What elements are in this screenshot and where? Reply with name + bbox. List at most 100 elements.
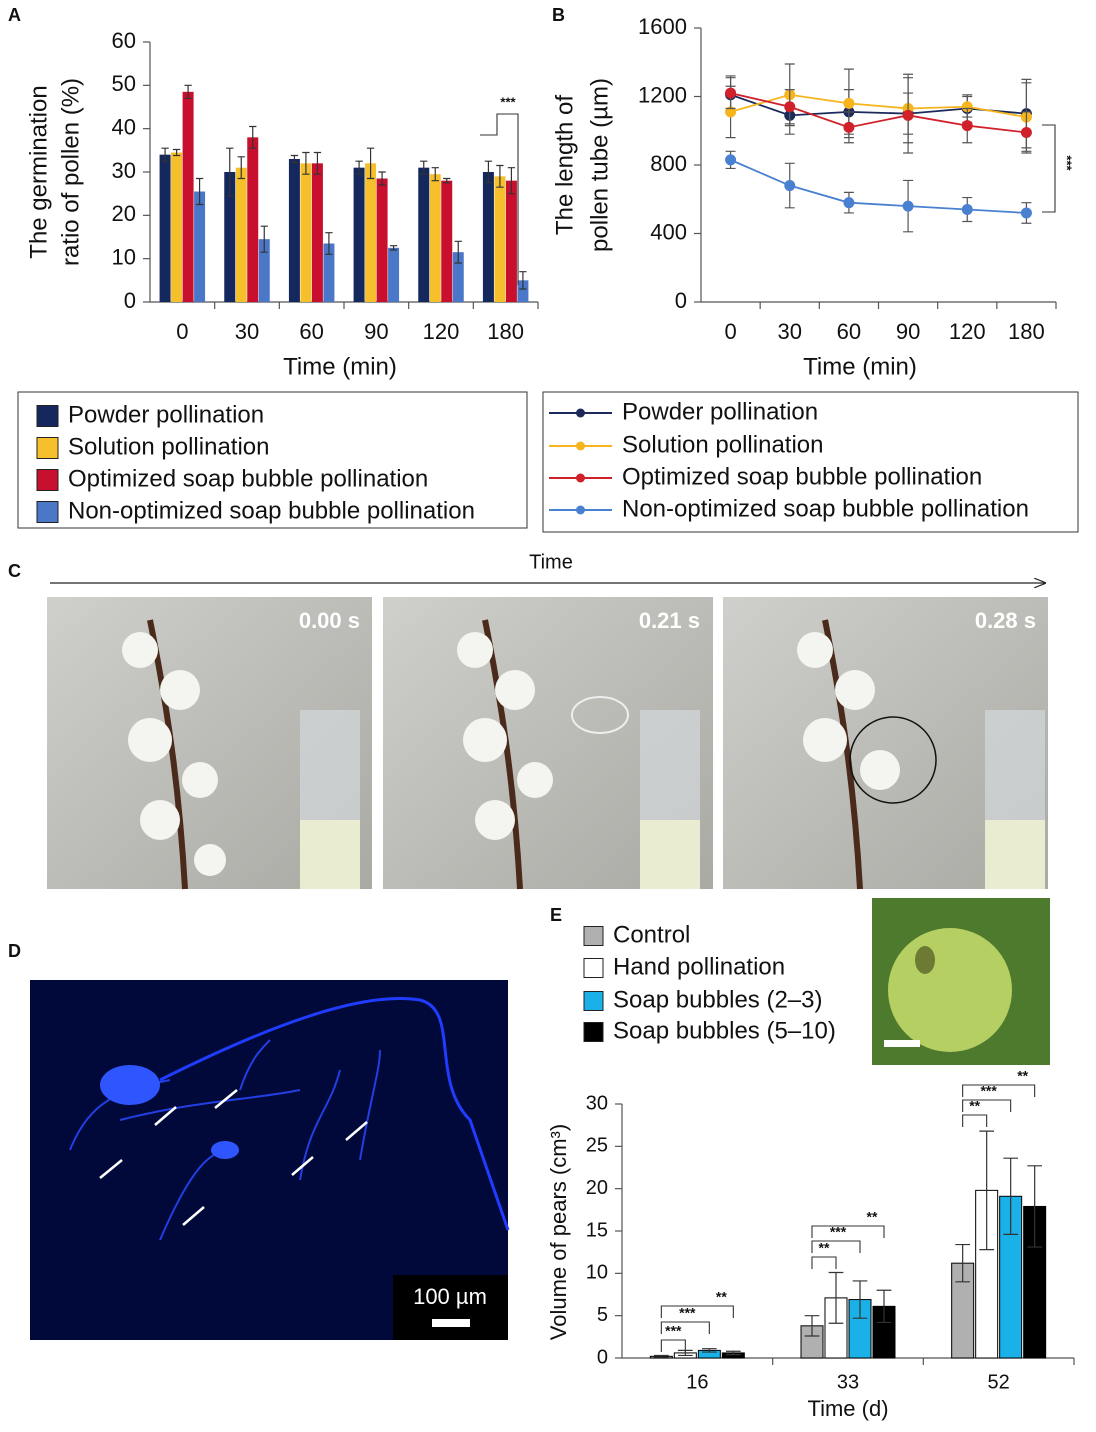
panel-label: D bbox=[8, 941, 21, 961]
y-tick-label: 20 bbox=[112, 201, 136, 226]
legend-dot bbox=[576, 505, 585, 515]
significance-bracket bbox=[811, 1256, 837, 1269]
y-axis-label: ratio of pollen (%) bbox=[57, 78, 84, 266]
x-tick-label: 180 bbox=[487, 319, 524, 344]
legend-dot bbox=[576, 408, 585, 418]
legend-label: Hand pollination bbox=[613, 953, 785, 980]
error-bar bbox=[378, 171, 386, 186]
error-bar bbox=[804, 1315, 820, 1337]
y-tick-label: 5 bbox=[597, 1304, 608, 1326]
bar bbox=[388, 247, 400, 302]
error-bar bbox=[260, 225, 268, 253]
point bbox=[961, 120, 973, 132]
x-tick-label: 0 bbox=[176, 319, 188, 344]
error-bar bbox=[302, 151, 310, 175]
significance-bracket bbox=[660, 1339, 686, 1352]
error-bar bbox=[654, 1354, 669, 1358]
panel-label: A bbox=[8, 5, 21, 25]
legend-label: Control bbox=[613, 921, 690, 948]
line bbox=[730, 92, 1027, 134]
line bbox=[730, 93, 1027, 118]
point bbox=[784, 180, 796, 192]
error-bar bbox=[955, 1243, 970, 1283]
photo: 0.00 s bbox=[47, 597, 372, 890]
bar bbox=[311, 163, 323, 302]
error-bar bbox=[443, 177, 451, 184]
y-tick-label: 0 bbox=[597, 1346, 608, 1368]
bar bbox=[365, 163, 377, 302]
x-axis-label: Time (d) bbox=[807, 1396, 888, 1421]
error-bar bbox=[454, 240, 462, 264]
point bbox=[902, 109, 914, 121]
legend-swatch bbox=[583, 958, 604, 978]
y-tick-label: 800 bbox=[650, 151, 687, 176]
bar bbox=[353, 167, 365, 302]
bar bbox=[159, 154, 171, 302]
significance-bracket bbox=[660, 1305, 734, 1318]
y-tick-label: 25 bbox=[586, 1135, 608, 1157]
error-bar bbox=[249, 125, 257, 149]
significance-bracket bbox=[660, 1321, 710, 1334]
x-tick-label: 180 bbox=[1008, 319, 1045, 344]
legend-dot bbox=[576, 441, 585, 451]
y-tick-label: 30 bbox=[112, 158, 136, 183]
legend-label: Non-optimized soap bubble pollination bbox=[622, 495, 1029, 522]
bar bbox=[418, 167, 430, 302]
y-tick-label: 40 bbox=[112, 114, 136, 139]
bar bbox=[452, 252, 464, 302]
error-bar bbox=[1027, 1165, 1042, 1248]
significance-label: ** bbox=[716, 1289, 727, 1305]
y-tick-label: 0 bbox=[124, 288, 136, 313]
error-bar bbox=[1003, 1157, 1018, 1235]
legend-swatch bbox=[36, 437, 59, 459]
legend-label: Soap bubbles (5–10) bbox=[613, 1017, 836, 1044]
point bbox=[843, 97, 855, 109]
legend-swatch bbox=[583, 1022, 604, 1042]
legend-label: Optimized soap bubble pollination bbox=[68, 465, 428, 492]
error-bar bbox=[184, 84, 192, 99]
y-axis-label: pollen tube (µm) bbox=[586, 78, 613, 252]
point bbox=[843, 121, 855, 133]
error-bar bbox=[431, 167, 439, 182]
significance-label: *** bbox=[679, 1305, 696, 1321]
legend-label: Solution pollination bbox=[68, 433, 269, 460]
legend-dot bbox=[576, 473, 585, 483]
x-axis-label: Time (min) bbox=[283, 353, 397, 380]
error-bar bbox=[313, 151, 322, 175]
y-axis-label: Volume of pears (cm³) bbox=[546, 1124, 571, 1340]
point bbox=[725, 154, 737, 166]
y-axis-label: The length of bbox=[551, 95, 578, 235]
significance-label: *** bbox=[980, 1083, 997, 1099]
error-bar bbox=[979, 1130, 994, 1251]
point bbox=[961, 101, 973, 113]
legend-swatch bbox=[583, 991, 604, 1011]
significance-label: *** bbox=[1060, 155, 1075, 171]
legend-label: Powder pollination bbox=[622, 398, 818, 425]
y-tick-label: 60 bbox=[112, 28, 136, 53]
pear-photo bbox=[872, 898, 1050, 1065]
error-bar bbox=[325, 232, 333, 255]
error-bar bbox=[507, 167, 516, 195]
error-bar bbox=[237, 156, 245, 180]
x-tick-label: 30 bbox=[235, 319, 259, 344]
point bbox=[902, 200, 914, 212]
bar bbox=[429, 174, 441, 302]
error-bar bbox=[355, 160, 363, 175]
bar bbox=[247, 137, 259, 302]
legend-box bbox=[542, 391, 1079, 533]
legend-swatch bbox=[583, 926, 604, 946]
significance-label: ** bbox=[867, 1209, 878, 1225]
y-tick-label: 1200 bbox=[638, 82, 687, 107]
bar bbox=[194, 191, 206, 302]
x-tick-label: 90 bbox=[896, 319, 920, 344]
point bbox=[784, 101, 796, 113]
time-label: Time bbox=[529, 551, 573, 573]
error-bar bbox=[290, 154, 299, 164]
error-bar bbox=[876, 1289, 892, 1324]
legend-label: Non-optimized soap bubble pollination bbox=[68, 497, 475, 524]
bar bbox=[182, 91, 194, 302]
x-tick-label: 60 bbox=[837, 319, 861, 344]
error-bar bbox=[172, 148, 181, 157]
legend-swatch bbox=[36, 469, 59, 491]
